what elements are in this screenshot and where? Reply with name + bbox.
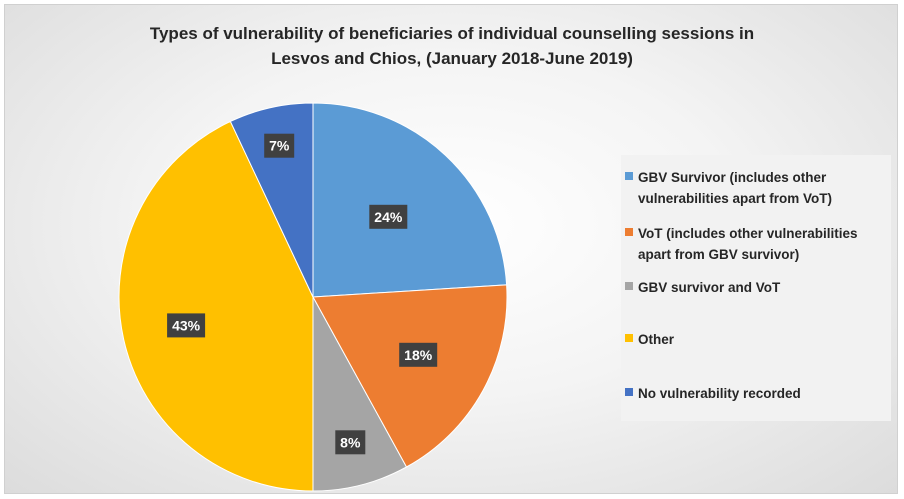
legend-label-line: VoT (includes other vulnerabilities bbox=[638, 226, 858, 241]
data-label-3: 8% bbox=[335, 430, 366, 455]
legend-label-line: GBV survivor and VoT bbox=[638, 280, 781, 295]
data-label-1: 24% bbox=[369, 204, 408, 229]
pie-slice-4 bbox=[118, 120, 314, 492]
chart-area: Types of vulnerability of beneficiaries … bbox=[4, 4, 898, 494]
legend-label: Other bbox=[638, 329, 888, 350]
pie-chart: 24% 18% 8% 43% 7% bbox=[118, 102, 508, 492]
data-label-text: 24% bbox=[374, 209, 403, 225]
legend-label-line: GBV Survivor (includes other bbox=[638, 170, 827, 185]
legend-label: GBV Survivor (includes other vulnerabilit… bbox=[638, 167, 888, 209]
data-label-4: 43% bbox=[167, 313, 206, 338]
legend-label-line: apart from GBV survivor) bbox=[638, 247, 800, 262]
data-label-text: 8% bbox=[340, 434, 361, 450]
data-label-text: 7% bbox=[269, 138, 290, 154]
pie-slice-2 bbox=[312, 284, 508, 468]
data-label-box bbox=[167, 313, 206, 338]
legend-swatch bbox=[625, 282, 633, 290]
legend-label-line: vulnerabilities apart from VoT) bbox=[638, 191, 833, 206]
data-label-box bbox=[399, 342, 438, 367]
legend-label: No vulnerability recorded bbox=[638, 383, 888, 404]
legend-label-line: No vulnerability recorded bbox=[638, 386, 801, 401]
legend-swatch bbox=[625, 388, 633, 396]
legend-label: VoT (includes other vulnerabilities apart… bbox=[638, 223, 888, 265]
chart-title-line-2: Lesvos and Chios, (January 2018-June 201… bbox=[271, 49, 633, 68]
legend-swatch bbox=[625, 172, 633, 180]
legend-label-line: Other bbox=[638, 332, 675, 347]
data-label-box bbox=[335, 430, 366, 455]
data-label-box bbox=[369, 204, 408, 229]
data-label-2: 18% bbox=[399, 342, 438, 367]
pie-slice-1 bbox=[312, 102, 508, 298]
data-label-box bbox=[264, 133, 295, 158]
legend-swatch bbox=[625, 334, 633, 342]
data-label-text: 18% bbox=[404, 347, 433, 363]
legend-label: GBV survivor and VoT bbox=[638, 277, 888, 298]
data-label-text: 43% bbox=[172, 317, 201, 333]
legend-swatch bbox=[625, 228, 633, 236]
chart-title: Types of vulnerability of beneficiaries … bbox=[5, 21, 899, 71]
legend: GBV Survivor (includes other vulnerabilit… bbox=[621, 155, 891, 421]
data-label-5: 7% bbox=[264, 133, 295, 158]
chart-title-line-1: Types of vulnerability of beneficiaries … bbox=[149, 24, 755, 43]
